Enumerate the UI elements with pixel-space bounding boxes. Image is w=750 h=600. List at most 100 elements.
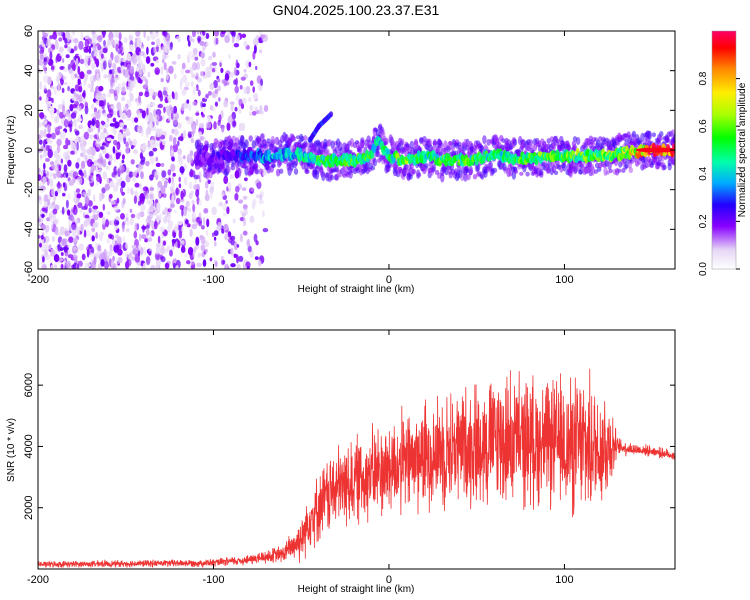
noise-speck — [171, 194, 174, 203]
noise-speck — [63, 81, 68, 86]
noise-speck — [84, 262, 88, 269]
spectrogram-signal-layer — [193, 111, 675, 183]
noise-speck — [86, 159, 93, 167]
noise-speck — [135, 71, 139, 80]
noise-speck — [255, 65, 258, 71]
noise-speck — [174, 112, 180, 120]
signal-peak — [635, 147, 675, 153]
noise-speck — [38, 235, 41, 239]
noise-speck — [189, 150, 194, 157]
noise-speck — [252, 86, 255, 93]
noise-speck — [46, 38, 51, 43]
noise-speck — [101, 216, 106, 225]
signal-halo — [405, 143, 410, 148]
noise-speck — [228, 53, 231, 59]
noise-speck — [82, 97, 87, 104]
noise-speck — [164, 53, 167, 60]
noise-speck — [71, 216, 75, 224]
noise-speck — [146, 215, 152, 224]
noise-speck — [79, 71, 85, 80]
noise-speck — [50, 85, 55, 90]
noise-speck — [118, 256, 123, 264]
noise-speck — [146, 107, 149, 116]
noise-speck — [164, 45, 170, 54]
noise-speck — [162, 209, 166, 214]
noise-speck — [136, 165, 142, 173]
noise-speck — [195, 84, 199, 92]
noise-speck — [236, 62, 240, 69]
spectrogram-y-tick-label: 40 — [23, 65, 35, 77]
noise-speck — [72, 31, 75, 36]
noise-speck — [192, 62, 198, 71]
noise-speck — [56, 182, 62, 189]
noise-speck — [223, 79, 227, 87]
noise-speck — [64, 230, 70, 237]
noise-speck — [41, 207, 46, 212]
noise-speck — [190, 156, 193, 164]
noise-speck — [52, 201, 56, 206]
noise-speck — [90, 113, 97, 118]
noise-speck — [104, 153, 110, 159]
signal-halo — [672, 136, 675, 141]
noise-speck — [126, 220, 130, 227]
noise-speck — [120, 180, 126, 188]
spectrogram-x-axis-label: Height of straight line (km) — [298, 284, 415, 295]
noise-speck — [195, 118, 199, 126]
noise-speck — [78, 94, 83, 103]
noise-speck — [174, 91, 179, 101]
noise-speck — [126, 53, 131, 62]
noise-speck — [187, 207, 191, 213]
noise-speck — [209, 82, 215, 90]
noise-speck — [124, 252, 130, 258]
noise-speck — [152, 147, 158, 152]
noise-speck — [111, 128, 115, 133]
noise-speck — [192, 47, 198, 55]
noise-speck — [40, 234, 44, 240]
noise-speck — [71, 222, 77, 231]
noise-speck — [58, 257, 64, 262]
noise-speck — [177, 54, 181, 60]
noise-speck — [103, 127, 107, 134]
noise-speck — [159, 134, 166, 140]
signal-halo — [658, 135, 663, 142]
noise-speck — [56, 72, 61, 80]
noise-speck — [100, 120, 105, 125]
noise-speck — [181, 208, 184, 217]
signal-halo — [468, 168, 473, 176]
noise-speck — [134, 223, 138, 232]
noise-speck — [93, 74, 97, 82]
noise-speck — [174, 224, 179, 234]
noise-speck — [65, 199, 69, 209]
noise-speck — [123, 37, 128, 44]
noise-speck — [136, 247, 139, 252]
noise-speck — [171, 157, 175, 162]
noise-speck — [188, 103, 192, 112]
noise-speck — [239, 233, 243, 243]
noise-speck — [155, 174, 159, 181]
signal-halo — [590, 140, 596, 147]
noise-speck — [49, 140, 53, 144]
noise-speck — [71, 94, 77, 101]
noise-speck — [162, 140, 166, 146]
noise-speck — [109, 69, 112, 75]
noise-speck — [155, 156, 159, 162]
noise-speck — [65, 31, 71, 40]
noise-speck — [216, 126, 220, 131]
noise-speck — [163, 106, 166, 114]
noise-speck — [151, 41, 155, 46]
noise-speck — [218, 114, 222, 123]
colorbar-tick-label: 0.4 — [698, 166, 709, 180]
noise-speck — [74, 73, 78, 78]
noise-speck — [44, 169, 48, 174]
noise-speck — [199, 40, 205, 46]
noise-speck — [91, 62, 96, 70]
noise-speck — [211, 62, 218, 66]
noise-speck — [184, 253, 189, 258]
noise-speck — [73, 204, 77, 210]
noise-speck — [213, 236, 217, 241]
noise-speck — [195, 75, 199, 80]
noise-speck — [136, 266, 140, 269]
noise-speck — [113, 154, 117, 163]
noise-speck — [65, 54, 70, 59]
signal-halo — [339, 147, 344, 155]
